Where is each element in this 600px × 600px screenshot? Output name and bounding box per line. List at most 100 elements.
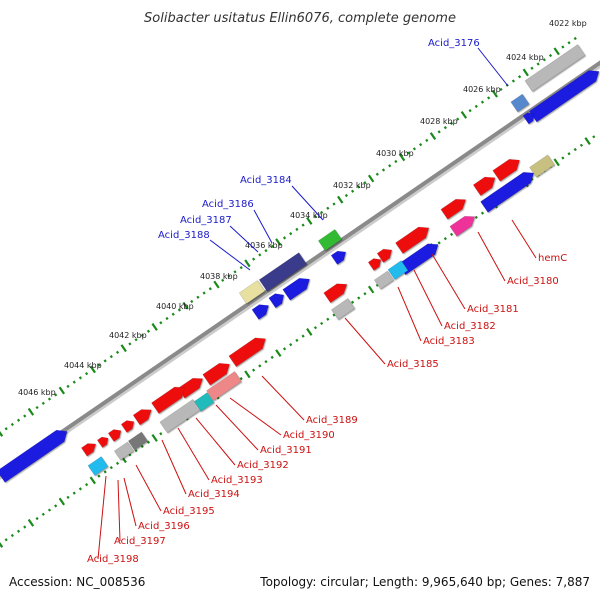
minor-tick [128,342,132,346]
gene-gray-lower-4 [113,441,135,461]
gene-red-10-shape [177,377,204,399]
gene-red-14 [107,429,122,442]
tick-label: 4042 kbp [109,331,147,340]
gene-label-acid-3197: Acid_3197 [114,536,166,547]
gene-red-8-shape [228,337,266,368]
leader-line [344,317,386,365]
minor-tick [437,241,441,245]
minor-tick [270,244,274,248]
gene-cyan-1 [387,260,409,280]
minor-tick [233,270,237,274]
gene-label-acid-3187: Acid_3187 [180,215,232,226]
gene-label-acid-3181: Acid_3181 [467,304,519,315]
major-tick [306,328,313,336]
minor-tick [10,533,14,538]
leader-line [291,185,324,221]
minor-tick [78,487,82,491]
major-tick [275,238,282,247]
gene-gray-lower-2-shape [330,297,356,321]
gene-red-7 [323,283,348,304]
major-tick [553,47,560,56]
tick-label: 4024 kbp [506,53,544,62]
minor-tick [140,444,144,449]
gene-label-acid-3185: Acid_3185 [387,359,439,370]
minor-tick [23,525,27,529]
tick-label: 4038 kbp [200,272,238,281]
coordinate-labels: 4022 kbp 4024 kbp 4026 kbp 4028 kbp 4030 kbp… [18,19,587,397]
minor-tick [517,75,522,79]
gene-cyan-2 [87,456,109,476]
minor-tick [388,164,392,168]
major-tick [244,370,251,379]
minor-tick [78,376,82,380]
genes-value: 7,887 [555,575,590,589]
genes-label: Genes: [509,575,552,589]
minor-tick [115,350,120,355]
map-title: Solibacter usitatus Ellin6076, complete … [144,11,456,26]
major-tick [522,68,529,77]
gene-lightred-1-shape [206,371,242,401]
minor-tick [103,470,107,474]
leader-line [117,479,121,542]
minor-tick [41,512,45,516]
gene-pink-1 [449,215,476,237]
gene-green-upper [317,228,343,252]
minor-tick [239,265,243,270]
minor-tick [221,278,225,282]
minor-tick [295,338,299,343]
gene-gray-lower-4-shape [113,441,135,461]
gene-steel-upper-shape [510,93,530,113]
minor-tick [85,483,89,487]
minor-tick [252,257,256,261]
tick-label: 4040 kbp [156,302,194,311]
minor-tick [41,401,45,405]
gene-label-acid-3183: Acid_3183 [423,336,475,347]
gene-cyan-2-shape [87,456,109,476]
minor-tick [474,215,478,220]
minor-tick [35,516,39,521]
gene-red-7-shape [323,283,348,304]
major-tick [337,195,344,204]
leader-line [97,475,107,560]
leader-line [253,209,273,244]
accession-value: NC_008536 [76,575,146,589]
leader-line [397,286,422,342]
minor-tick [54,393,58,397]
gene-steel-upper [510,93,530,113]
gene-gray-upper-1-shape [524,44,586,92]
gene-yellow-upper-shape [238,280,266,304]
major-tick [584,137,591,145]
gene-red-2-shape [472,176,496,196]
minor-tick [289,232,293,236]
gene-label-hemc: hemC [538,253,567,264]
minor-tick [332,202,336,206]
gene-red-13-shape [120,420,135,433]
gene-blue-upper-5 [268,293,285,309]
gene-red-10 [177,377,204,399]
minor-tick [109,466,113,470]
major-tick [151,323,158,331]
gene-blue-upper-6-shape [251,304,269,320]
minor-tick [282,236,287,240]
tick-label: 4046 kbp [18,388,56,397]
major-tick [398,153,406,162]
tick-label: 4032 kbp [333,181,371,190]
topology-value: circular [320,575,365,589]
major-tick [58,386,66,395]
tick-label: 4036 kbp [245,241,283,250]
minor-tick [561,45,565,49]
minor-tick [47,397,52,401]
gene-red-12-shape [132,409,152,426]
minor-tick [561,156,565,160]
gene-olive-1 [529,154,555,178]
gene-yellow-upper [238,280,266,304]
minor-tick [202,291,206,295]
minor-tick [425,138,429,142]
leader-line [215,404,259,451]
minor-tick [313,326,318,330]
minor-tick [47,508,52,512]
minor-tick [103,359,107,363]
minor-tick [579,143,584,147]
gene-blue-upper-1-shape [528,70,600,123]
gene-blue-upper-4 [282,277,310,301]
